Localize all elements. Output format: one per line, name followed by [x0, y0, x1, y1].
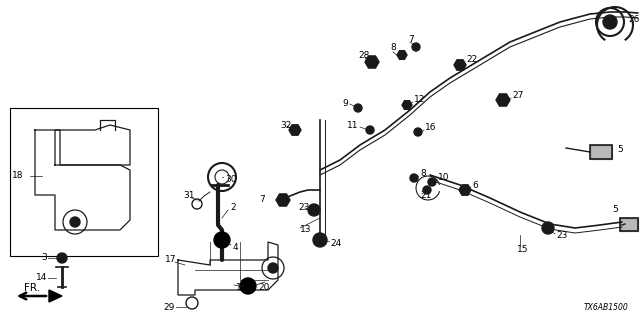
Text: 6: 6 [472, 180, 477, 189]
Text: 5: 5 [612, 205, 618, 214]
Polygon shape [365, 56, 379, 68]
Text: 7: 7 [259, 196, 265, 204]
Text: 15: 15 [517, 245, 529, 254]
Text: 26: 26 [628, 15, 639, 25]
Text: 2: 2 [230, 203, 236, 212]
Circle shape [268, 263, 278, 273]
Text: 13: 13 [300, 226, 312, 235]
Circle shape [542, 222, 554, 234]
Text: 9: 9 [342, 99, 348, 108]
Text: TX6AB1500: TX6AB1500 [583, 303, 628, 313]
Circle shape [354, 104, 362, 112]
Text: 24: 24 [330, 238, 341, 247]
Text: 18: 18 [12, 172, 24, 180]
Text: 28: 28 [358, 52, 369, 60]
Bar [590, 145, 612, 159]
Text: 8: 8 [420, 170, 426, 179]
Text: 5: 5 [617, 146, 623, 155]
Text: 8: 8 [390, 44, 396, 52]
Text: 11: 11 [346, 122, 358, 131]
Text: 30: 30 [225, 174, 237, 183]
Circle shape [366, 126, 374, 134]
Text: 12: 12 [414, 95, 426, 105]
Circle shape [70, 217, 80, 227]
Text: 14: 14 [36, 274, 47, 283]
Circle shape [603, 15, 617, 29]
Polygon shape [402, 101, 412, 109]
Circle shape [240, 278, 256, 294]
Polygon shape [454, 60, 466, 70]
Text: 27: 27 [512, 92, 524, 100]
Polygon shape [276, 194, 290, 206]
Circle shape [313, 233, 327, 247]
Circle shape [414, 128, 422, 136]
Text: 7: 7 [408, 36, 413, 44]
Text: 10: 10 [438, 173, 449, 182]
Text: 17: 17 [165, 255, 177, 265]
Circle shape [214, 232, 230, 248]
Polygon shape [496, 94, 510, 106]
Text: 20: 20 [258, 283, 269, 292]
Text: 32: 32 [280, 121, 291, 130]
Text: 22: 22 [466, 55, 477, 65]
Circle shape [308, 204, 320, 216]
Polygon shape [49, 290, 62, 302]
Circle shape [428, 178, 436, 186]
Text: 19: 19 [236, 283, 248, 292]
Text: 4: 4 [233, 243, 239, 252]
Polygon shape [397, 51, 407, 59]
Polygon shape [620, 218, 638, 231]
Polygon shape [590, 145, 612, 159]
Circle shape [410, 174, 418, 182]
Text: 21: 21 [420, 191, 431, 201]
Text: 3: 3 [41, 253, 47, 262]
Polygon shape [289, 125, 301, 135]
Text: FR.: FR. [24, 283, 40, 293]
Bar [620, 218, 638, 231]
Text: 16: 16 [425, 124, 436, 132]
Text: 23: 23 [556, 231, 568, 241]
Text: 23: 23 [298, 203, 309, 212]
Text: 29: 29 [164, 302, 175, 311]
Circle shape [57, 253, 67, 263]
Circle shape [412, 43, 420, 51]
Bar [10, 108, 158, 256]
Text: 31: 31 [183, 191, 195, 201]
Circle shape [423, 186, 431, 194]
Polygon shape [459, 185, 471, 195]
